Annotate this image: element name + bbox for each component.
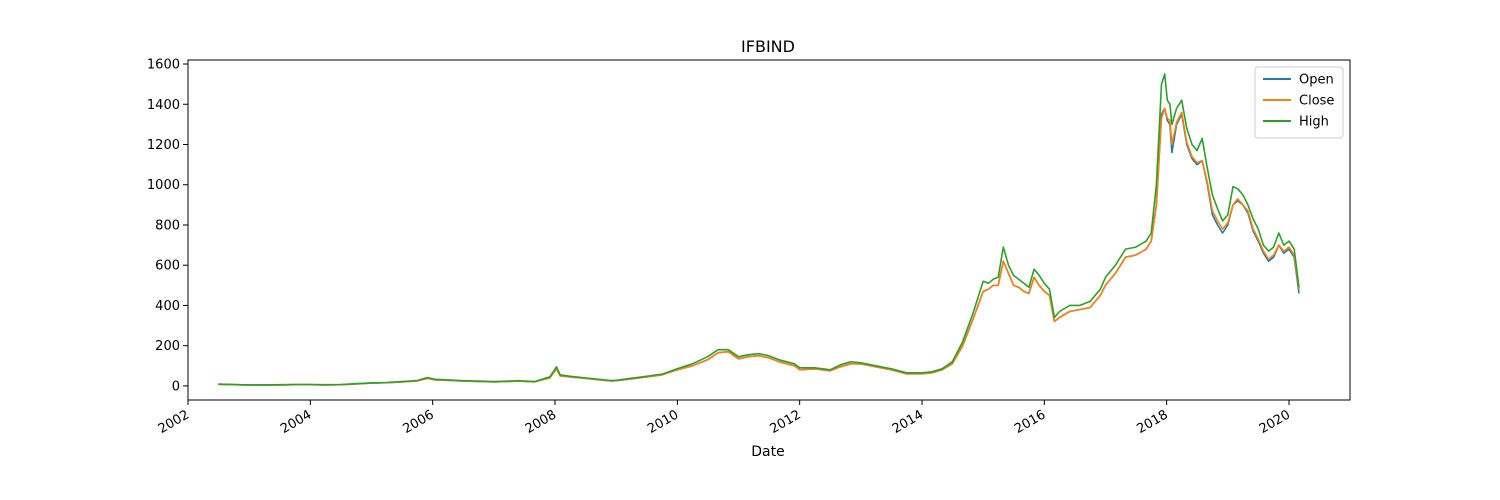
y-tick-label: 1600 xyxy=(147,58,180,73)
y-tick-label: 600 xyxy=(155,259,180,274)
legend-label-high: High xyxy=(1299,115,1329,130)
y-tick-label: 1000 xyxy=(147,178,180,193)
legend-label-open: Open xyxy=(1299,73,1334,88)
y-tick-label: 1200 xyxy=(147,138,180,153)
y-tick-label: 1400 xyxy=(147,98,180,113)
x-tick-label: 2016 xyxy=(1012,407,1048,437)
x-tick-label: 2002 xyxy=(156,407,192,437)
plot-area xyxy=(218,73,1300,386)
x-tick-label: 2010 xyxy=(645,407,681,437)
chart-title: IFBIND xyxy=(741,37,795,56)
x-tick-label: 2008 xyxy=(523,407,559,437)
x-tick-label: 2018 xyxy=(1135,407,1171,437)
legend-label-close: Close xyxy=(1299,94,1334,109)
y-tick-label: 800 xyxy=(155,218,180,233)
x-tick-label: 2012 xyxy=(768,407,804,437)
x-tick-label: 2006 xyxy=(401,407,437,437)
x-tick-label: 2014 xyxy=(890,407,926,437)
x-tick-label: 2004 xyxy=(278,407,314,437)
plot-frame xyxy=(187,59,1351,401)
y-tick-label: 400 xyxy=(155,299,180,314)
legend: Open Close High xyxy=(1254,66,1344,139)
x-axis-title: Date xyxy=(751,444,784,460)
series-line-high xyxy=(218,73,1300,386)
y-tick-label: 0 xyxy=(172,379,180,394)
x-tick-label: 2020 xyxy=(1257,407,1293,437)
axes: 0 200 400 600 800 1000 1200 1400 1600 2002 2004 200… xyxy=(147,58,1351,437)
y-tick-label: 200 xyxy=(155,339,180,354)
